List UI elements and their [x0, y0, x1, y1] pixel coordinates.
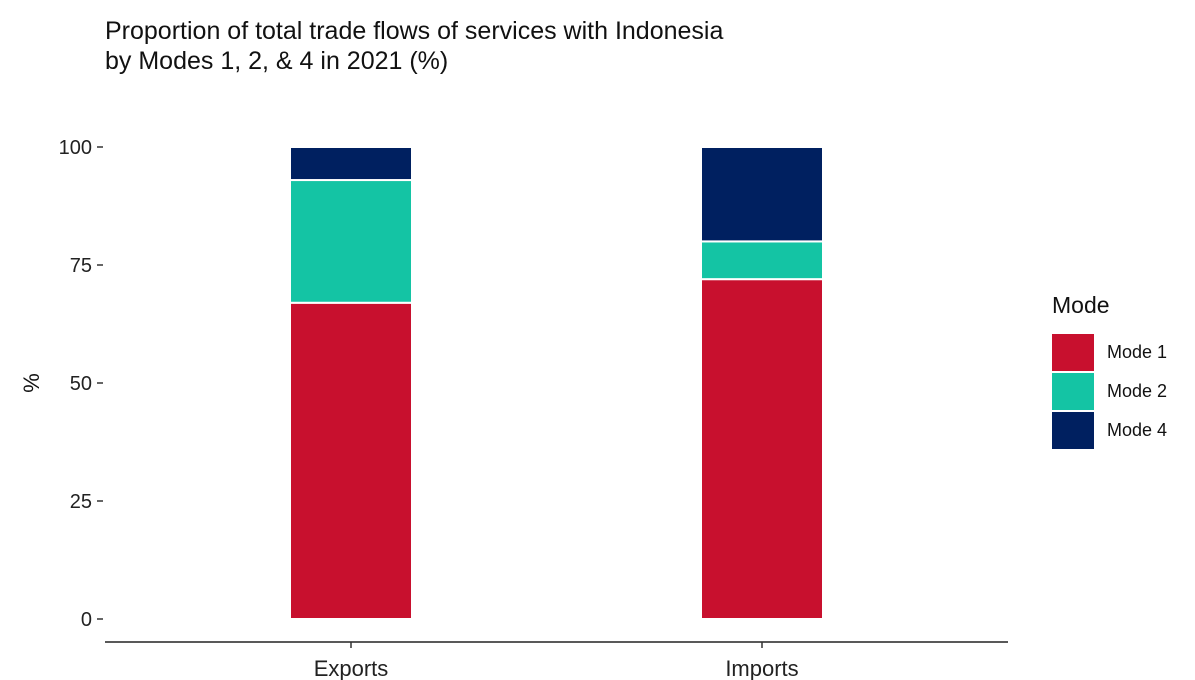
legend-item-mode-2: Mode 2: [1052, 372, 1167, 410]
bar-exports-mode-2: [289, 179, 413, 304]
y-tick-label: 0: [81, 609, 92, 631]
x-axis: Exports Imports: [314, 642, 799, 680]
y-tick-label: 25: [70, 491, 92, 513]
legend-label: Mode 4: [1107, 419, 1168, 440]
legend-label: Mode 1: [1107, 341, 1168, 362]
bar-exports-mode-4: [289, 146, 413, 182]
legend-swatch: [1052, 333, 1094, 371]
bars-layer: [289, 146, 824, 620]
legend-title: Mode: [1052, 292, 1110, 318]
y-tick-label: 75: [70, 255, 92, 277]
bar-imports-mode-2: [700, 240, 824, 281]
legend: Mode Mode 1 Mode 2 Mode 4: [1052, 292, 1167, 450]
chart-subtitle: by Modes 1, 2, & 4 in 2021 (%): [105, 47, 449, 75]
legend-item-mode-4: Mode 4: [1052, 411, 1167, 449]
bar-imports-mode-4: [700, 146, 824, 243]
legend-item-mode-1: Mode 1: [1052, 333, 1167, 371]
legend-swatch: [1052, 372, 1094, 410]
legend-swatch: [1052, 411, 1094, 449]
x-tick-label-imports: Imports: [725, 656, 798, 680]
y-axis-label: %: [19, 373, 44, 393]
y-axis: 0 25 50 75 100: [59, 137, 103, 631]
legend-label: Mode 2: [1107, 380, 1168, 401]
y-tick-label: 100: [59, 137, 92, 159]
bar-imports-mode-1: [700, 278, 824, 620]
chart-title-block: Proportion of total trade flows of servi…: [105, 16, 723, 76]
bar-exports-mode-1: [289, 301, 413, 620]
y-tick-label: 50: [70, 373, 92, 395]
chart-title: Proportion of total trade flows of servi…: [105, 17, 724, 45]
x-tick-label-exports: Exports: [314, 656, 389, 680]
legend-items: Mode 1 Mode 2 Mode 4: [1052, 333, 1167, 449]
